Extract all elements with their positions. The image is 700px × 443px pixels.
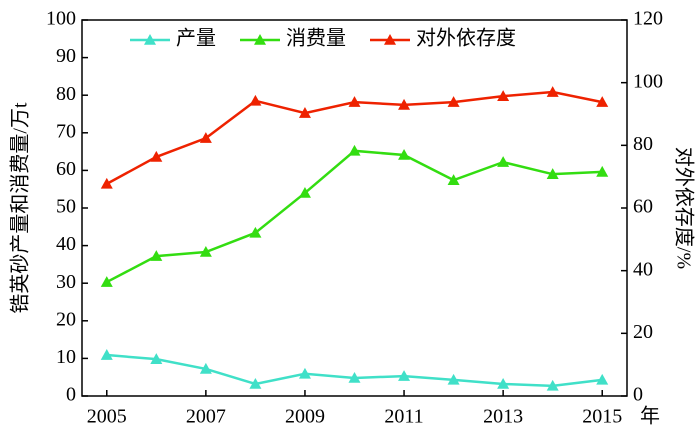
x-tick-label: 2015 — [582, 406, 622, 428]
point-marker — [546, 86, 559, 97]
point-marker — [546, 168, 559, 179]
legend-label: 对外依存度 — [416, 27, 516, 50]
point-marker — [348, 96, 361, 107]
y-tick-label: 60 — [56, 158, 76, 180]
point-marker — [298, 107, 311, 118]
legend-marker — [384, 34, 396, 45]
x-tick-label: 2009 — [285, 406, 325, 428]
plot-frame — [81, 19, 628, 397]
point-marker — [447, 174, 460, 185]
y-tick-label: 0 — [66, 384, 76, 406]
point-marker — [249, 377, 262, 389]
y-tick-label: 20 — [56, 308, 76, 330]
point-marker — [199, 245, 212, 257]
x-tick-label: 2011 — [384, 406, 423, 428]
point-marker — [497, 377, 510, 389]
y2-axis-label: 对外依存度/% — [672, 147, 695, 269]
y2-tick-label: 0 — [633, 384, 643, 406]
point-marker — [497, 90, 510, 101]
y-tick-label: 30 — [56, 271, 76, 293]
x-tick-label: 2013 — [483, 406, 523, 428]
point-marker — [348, 371, 361, 383]
point-marker — [100, 177, 113, 189]
y-tick-label: 80 — [56, 83, 76, 105]
point-marker — [596, 96, 609, 107]
y-tick-label: 10 — [56, 346, 76, 368]
point-marker — [497, 156, 510, 167]
legend-marker — [144, 34, 156, 45]
point-marker — [249, 94, 262, 106]
point-marker — [199, 362, 212, 374]
point-marker — [348, 144, 361, 156]
point-marker — [249, 226, 262, 238]
point-marker — [100, 276, 113, 287]
point-marker — [546, 379, 559, 391]
point-marker — [100, 349, 113, 360]
legend-label: 产量 — [176, 27, 216, 50]
series-line — [106, 149, 603, 284]
legend-marker — [254, 34, 266, 45]
point-marker — [447, 373, 460, 385]
point-marker — [398, 98, 411, 110]
y-tick-label: 40 — [56, 233, 76, 255]
y-tick-label: 70 — [56, 120, 76, 142]
y-axis-label: 锆英砂产量和消费量/万t — [9, 102, 32, 314]
y-tick-label: 100 — [46, 8, 76, 30]
y2-tick-label: 20 — [633, 321, 653, 343]
point-marker — [596, 165, 609, 177]
x-axis-label: 年 — [640, 405, 660, 428]
point-marker — [298, 186, 311, 198]
point-marker — [596, 373, 609, 385]
x-tick-label: 2007 — [186, 406, 226, 428]
y2-tick-label: 100 — [633, 70, 663, 92]
point-marker — [398, 370, 411, 381]
y-tick-label: 50 — [56, 196, 76, 218]
point-marker — [150, 250, 163, 261]
point-marker — [298, 367, 311, 379]
x-tick-label: 2005 — [87, 406, 127, 428]
point-marker — [447, 96, 460, 107]
point-marker — [398, 148, 411, 160]
legend-label: 消费量 — [286, 27, 346, 50]
y2-tick-label: 60 — [633, 196, 653, 218]
point-marker — [150, 150, 163, 162]
point-marker — [150, 353, 163, 364]
y2-tick-label: 120 — [633, 8, 663, 30]
y2-tick-label: 80 — [633, 133, 653, 155]
y2-tick-label: 40 — [633, 258, 653, 280]
point-marker — [199, 132, 212, 143]
y-tick-label: 90 — [56, 45, 76, 67]
